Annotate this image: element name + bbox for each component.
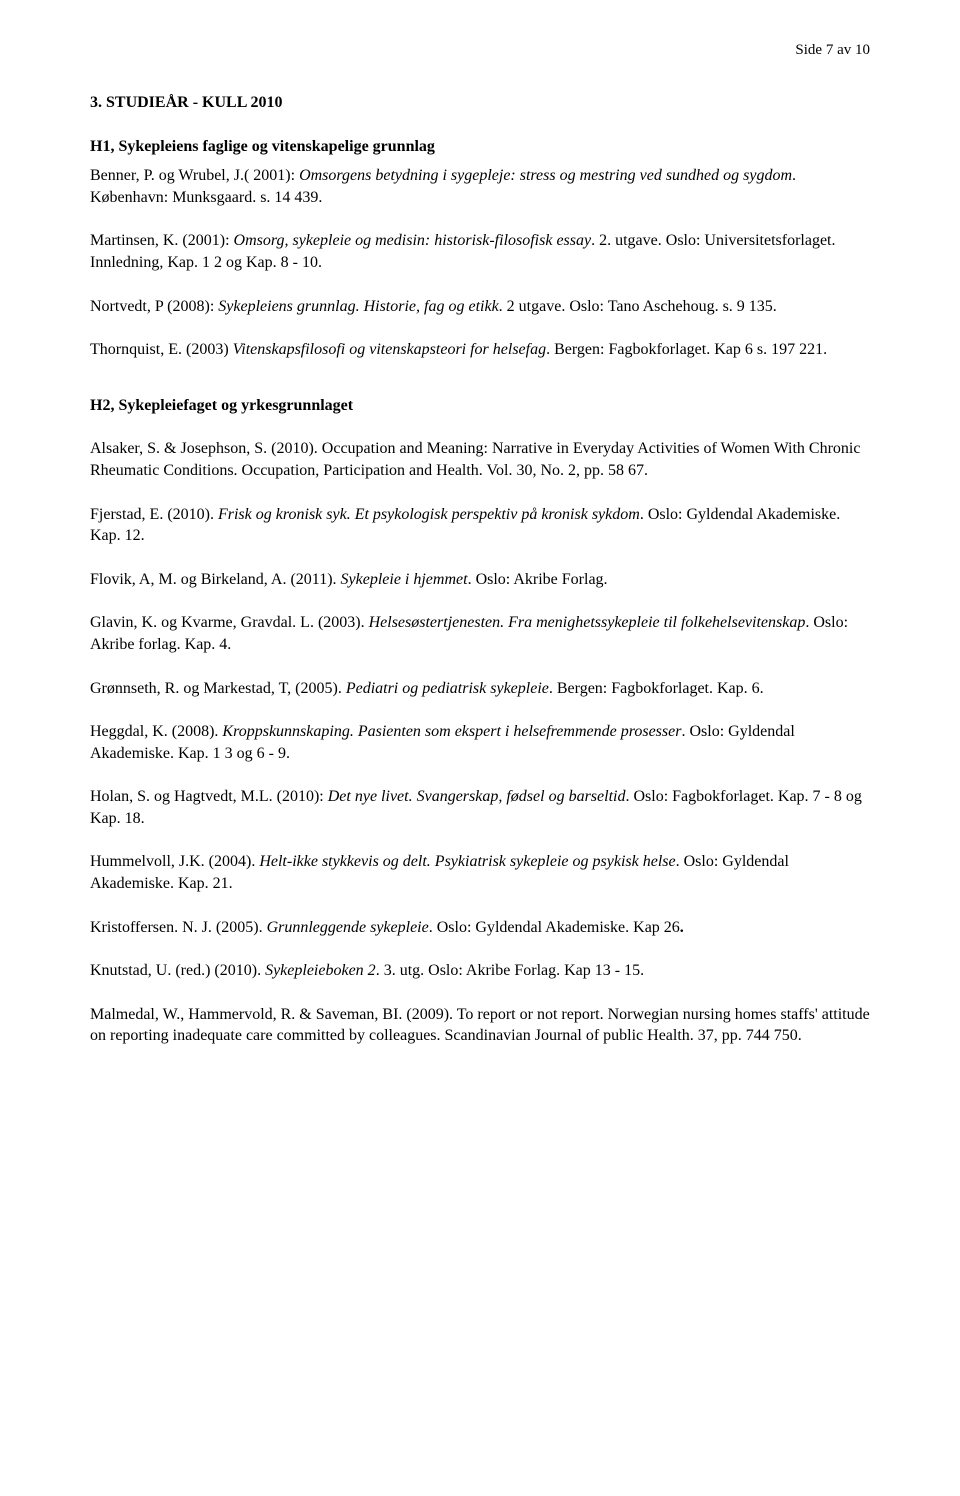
ref-text: . 3. utg. Oslo: Akribe Forlag. Kap 13 - … [376,962,644,979]
ref-text: Martinsen, K. (2001): [90,232,234,249]
ref-text: . Bergen: Fagbokforlaget. Kap. 6. [549,680,764,697]
reference-entry: Hummelvoll, J.K. (2004). Helt-ikke stykk… [90,851,870,894]
ref-text: . Oslo: Akribe Forlag. [468,571,608,588]
ref-title-italic: Sykepleie i hjemmet [341,571,468,588]
bold-period: . [680,919,684,936]
ref-text: Knutstad, U. (red.) (2010). [90,962,265,979]
reference-entry: Malmedal, W., Hammervold, R. & Saveman, … [90,1004,870,1047]
ref-text: Kristoffersen. N. J. (2005). [90,919,267,936]
ref-title-italic: Sykepleieboken 2 [265,962,376,979]
reference-entry: Glavin, K. og Kvarme, Gravdal. L. (2003)… [90,612,870,655]
reference-entry: Benner, P. og Wrubel, J.( 2001): Omsorge… [90,165,870,208]
reference-entry: Thornquist, E. (2003) Vitenskapsfilosofi… [90,339,870,361]
ref-title-italic: Sykepleiens grunnlag. Historie, fag og e… [218,298,498,315]
reference-entry: Nortvedt, P (2008): Sykepleiens grunnlag… [90,296,870,318]
ref-text: Grønnseth, R. og Markestad, T, (2005). [90,680,346,697]
ref-title-italic: Det nye livet. Svangerskap, fødsel og ba… [328,788,626,805]
ref-text: Hummelvoll, J.K. (2004). [90,853,259,870]
ref-text: . Bergen: Fagbokforlaget. Kap 6 s. 197 2… [546,341,827,358]
reference-entry: Fjerstad, E. (2010). Frisk og kronisk sy… [90,504,870,547]
h1-title: H1, Sykepleiens faglige og vitenskapelig… [90,136,870,158]
reference-entry: Alsaker, S. & Josephson, S. (2010). Occu… [90,438,870,481]
ref-title-italic: Frisk og kronisk syk. Et psykologisk per… [218,506,640,523]
ref-title-italic: Omsorg, sykepleie og medisin: historisk-… [234,232,592,249]
ref-title-italic: Pediatri og pediatrisk sykepleie [346,680,549,697]
ref-text: Fjerstad, E. (2010). [90,506,218,523]
page-number: Side 7 av 10 [795,40,870,60]
ref-text: Benner, P. og Wrubel, J.( 2001): [90,167,299,184]
section-title: 3. STUDIEÅR - KULL 2010 [90,92,870,114]
ref-text: . 2 utgave. Oslo: Tano Aschehoug. s. 9 1… [499,298,777,315]
ref-text: Heggdal, K. (2008). [90,723,222,740]
ref-text: . Oslo: Gyldendal Akademiske. Kap 26 [429,919,680,936]
ref-title-italic: Omsorgens betydning i sygepleje: stress … [299,167,792,184]
reference-entry: Kristoffersen. N. J. (2005). Grunnleggen… [90,917,870,939]
ref-title-italic: Helsesøstertjenesten. Fra menighetssykep… [369,614,806,631]
h2-title: H2, Sykepleiefaget og yrkesgrunnlaget [90,395,870,417]
reference-entry: Holan, S. og Hagtvedt, M.L. (2010): Det … [90,786,870,829]
ref-text: Flovik, A, M. og Birkeland, A. (2011). [90,571,341,588]
reference-entry: Knutstad, U. (red.) (2010). Sykepleiebok… [90,960,870,982]
ref-title-italic: Helt-ikke stykkevis og delt. Psykiatrisk… [259,853,675,870]
reference-entry: Martinsen, K. (2001): Omsorg, sykepleie … [90,230,870,273]
reference-entry: Grønnseth, R. og Markestad, T, (2005). P… [90,678,870,700]
ref-text: Holan, S. og Hagtvedt, M.L. (2010): [90,788,328,805]
ref-title-italic: Grunnleggende sykepleie [267,919,429,936]
ref-text: Glavin, K. og Kvarme, Gravdal. L. (2003)… [90,614,369,631]
reference-entry: Heggdal, K. (2008). Kroppskunnskaping. P… [90,721,870,764]
ref-text: Nortvedt, P (2008): [90,298,218,315]
ref-text: Thornquist, E. (2003) [90,341,233,358]
ref-title-italic: Vitenskapsfilosofi og vitenskapsteori fo… [233,341,546,358]
ref-title-italic: Kroppskunnskaping. Pasienten som ekspert… [222,723,681,740]
reference-entry: Flovik, A, M. og Birkeland, A. (2011). S… [90,569,870,591]
